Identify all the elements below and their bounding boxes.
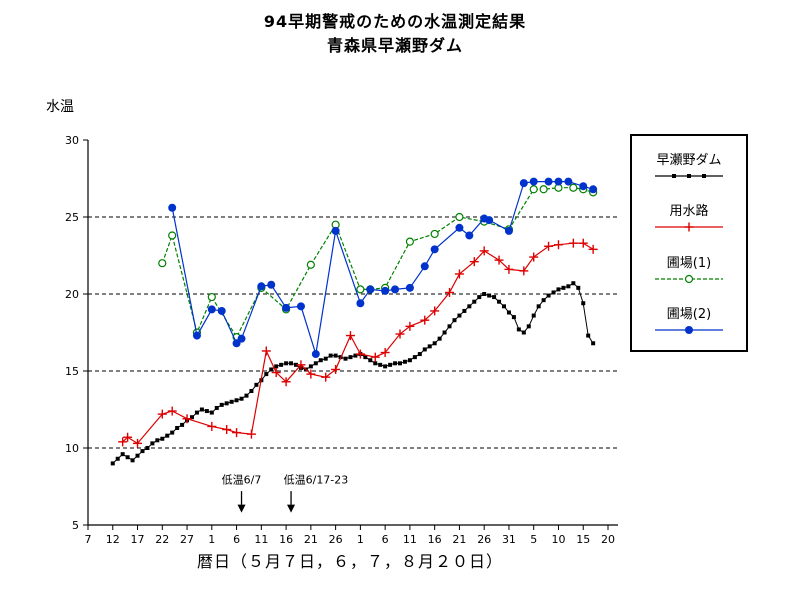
x-tick-label: 6 xyxy=(233,533,240,546)
y-tick-label: 30 xyxy=(65,134,79,147)
chart-title-line1: 94早期警戒のための水温測定結果 xyxy=(263,12,527,31)
legend-item-field1: 圃場(1) xyxy=(649,252,729,286)
series-dam xyxy=(110,281,596,466)
legend-item-canal: 用水路 xyxy=(649,200,729,234)
x-tick-label: 1 xyxy=(208,533,215,546)
annotations: 低温6/7 低温6/17-23 xyxy=(222,473,349,513)
gridlines xyxy=(88,216,618,449)
series-field2 xyxy=(168,177,598,359)
series-field1 xyxy=(158,183,598,342)
x-tick-label: 16 xyxy=(428,533,442,546)
x-tick-label: 12 xyxy=(106,533,120,546)
y-tick-label: 15 xyxy=(65,365,79,378)
annotation-arrow-head xyxy=(287,504,296,513)
legend-sample-line xyxy=(655,173,723,178)
x-tick-label: 26 xyxy=(477,533,491,546)
x-tick-label: 15 xyxy=(576,533,590,546)
x-tick-label: 7 xyxy=(85,533,92,546)
annotation-text: 低温6/17-23 xyxy=(284,473,349,486)
x-tick-label: 11 xyxy=(403,533,417,546)
x-tick-label: 10 xyxy=(551,533,565,546)
x-tick-label: 20 xyxy=(601,533,615,546)
x-tick-label: 1 xyxy=(357,533,364,546)
x-tick-label: 11 xyxy=(254,533,268,546)
legend-label: 用水路 xyxy=(669,204,709,220)
chart-title-line2: 青森県早瀬野ダム xyxy=(326,36,463,55)
y-tick-label: 10 xyxy=(65,442,79,455)
legend-label: 圃場(1) xyxy=(666,255,712,271)
legend-sample-line xyxy=(655,326,723,335)
y-tick-label: 5 xyxy=(72,519,79,532)
series-canal xyxy=(118,238,598,448)
annotation-arrow-head xyxy=(237,504,246,513)
legend: 早瀬野ダム 用水路 圃場(1) 圃場(2) xyxy=(630,134,748,352)
x-tick-label: 26 xyxy=(329,533,343,546)
y-tick-label: 25 xyxy=(65,211,79,224)
x-axis-title: 暦日（５月７日，６，７，８月２０日） xyxy=(196,552,503,571)
legend-sample-line xyxy=(655,222,723,232)
y-tick-label: 20 xyxy=(65,288,79,301)
legend-item-dam: 早瀬野ダム xyxy=(649,149,729,183)
x-tick-label: 22 xyxy=(155,533,169,546)
x-tick-label: 16 xyxy=(279,533,293,546)
x-tick-label: 17 xyxy=(131,533,145,546)
x-tick-label: 31 xyxy=(502,533,516,546)
legend-label: 圃場(2) xyxy=(666,307,712,323)
x-tick-label: 27 xyxy=(180,533,194,546)
x-tick-label: 21 xyxy=(452,533,466,546)
legend-sample-line xyxy=(655,274,723,283)
y-axis-title: 水温 xyxy=(46,99,74,115)
x-tick-label: 5 xyxy=(530,533,537,546)
annotation-text: 低温6/7 xyxy=(222,473,262,486)
x-tick-label: 21 xyxy=(304,533,318,546)
legend-item-field2: 圃場(2) xyxy=(649,303,729,337)
x-tick-label: 6 xyxy=(382,533,389,546)
legend-label: 早瀬野ダム xyxy=(656,152,722,168)
